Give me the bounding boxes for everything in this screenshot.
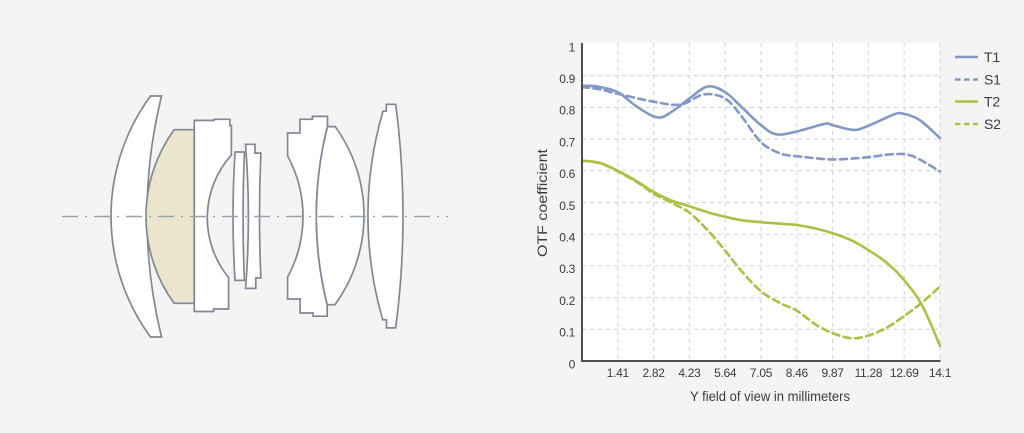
svg-text:0: 0 xyxy=(569,357,576,371)
svg-text:2.82: 2.82 xyxy=(643,366,666,380)
svg-text:T2: T2 xyxy=(984,94,1000,110)
svg-text:5.64: 5.64 xyxy=(714,366,737,380)
svg-text:0.7: 0.7 xyxy=(559,135,575,149)
svg-text:T1: T1 xyxy=(984,49,1000,65)
svg-text:0.1: 0.1 xyxy=(559,326,575,340)
svg-text:0.6: 0.6 xyxy=(559,167,575,181)
svg-text:0.8: 0.8 xyxy=(559,104,575,118)
svg-text:14.1: 14.1 xyxy=(929,366,952,380)
svg-text:7.05: 7.05 xyxy=(750,366,773,380)
svg-text:11.28: 11.28 xyxy=(855,366,883,380)
svg-text:0.2: 0.2 xyxy=(559,294,575,308)
svg-text:12.69: 12.69 xyxy=(890,366,919,380)
svg-text:0.9: 0.9 xyxy=(559,72,575,86)
svg-text:1.41: 1.41 xyxy=(607,366,630,380)
svg-text:9.87: 9.87 xyxy=(822,366,845,380)
svg-text:S1: S1 xyxy=(984,72,1001,88)
svg-text:0.3: 0.3 xyxy=(559,262,575,276)
svg-text:S2: S2 xyxy=(984,116,1001,132)
svg-text:0.5: 0.5 xyxy=(559,199,575,213)
svg-text:0.4: 0.4 xyxy=(559,231,575,245)
svg-text:4.23: 4.23 xyxy=(678,366,701,380)
svg-text:Y field of view in millimeters: Y field of view in millimeters xyxy=(690,388,850,404)
svg-text:8.46: 8.46 xyxy=(786,366,809,380)
svg-text:OTF coefficient: OTF coefficient xyxy=(534,149,550,257)
svg-text:1: 1 xyxy=(569,40,576,54)
